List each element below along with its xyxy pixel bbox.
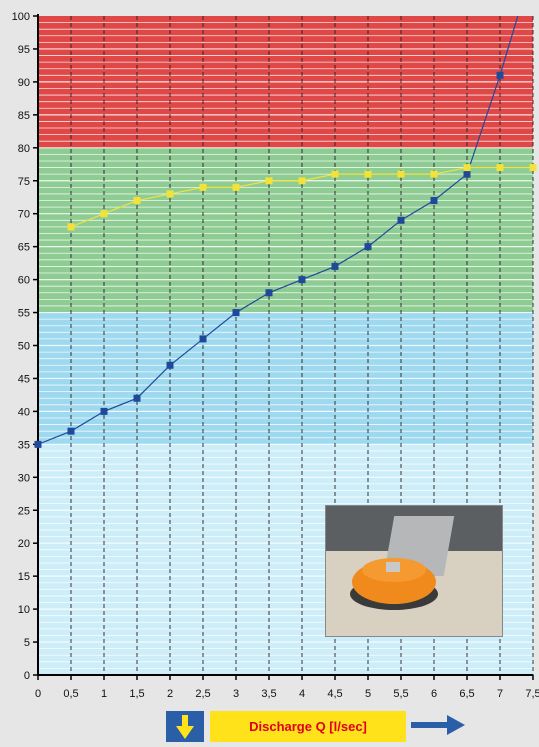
data-point-0 <box>35 441 42 448</box>
data-point-0 <box>101 408 108 415</box>
y-tick-label: 60 <box>18 275 30 287</box>
x-tick-label: 1,5 <box>129 688 144 700</box>
data-point-0 <box>398 217 405 224</box>
data-point-1 <box>431 171 438 178</box>
data-point-1 <box>233 184 240 191</box>
data-point-0 <box>497 72 504 79</box>
x-tick-label: 6,5 <box>459 688 474 700</box>
x-tick-label: 4 <box>299 688 305 700</box>
product-photo <box>325 505 503 637</box>
x-tick-label: 0,5 <box>63 688 78 700</box>
down-arrow-icon <box>166 711 204 742</box>
data-point-1 <box>68 223 75 230</box>
data-point-1 <box>365 171 372 178</box>
y-tick-label: 45 <box>18 373 30 385</box>
x-tick-label: 7 <box>497 688 503 700</box>
data-point-0 <box>200 335 207 342</box>
x-tick-label: 2,5 <box>195 688 210 700</box>
data-point-1 <box>497 164 504 171</box>
data-point-1 <box>332 171 339 178</box>
x-tick-label: 5 <box>365 688 371 700</box>
y-tick-label: 65 <box>18 242 30 254</box>
data-point-0 <box>332 263 339 270</box>
data-point-0 <box>266 289 273 296</box>
x-tick-label: 7,5 <box>525 688 539 700</box>
right-arrow-icon <box>411 713 467 737</box>
data-point-0 <box>299 276 306 283</box>
x-tick-label: 2 <box>167 688 173 700</box>
data-point-0 <box>233 309 240 316</box>
y-tick-label: 40 <box>18 406 30 418</box>
y-tick-label: 55 <box>18 308 30 320</box>
y-tick-label: 0 <box>24 670 30 682</box>
data-point-0 <box>464 171 471 178</box>
data-point-1 <box>101 210 108 217</box>
x-tick-label: 5,5 <box>393 688 408 700</box>
data-point-0 <box>431 197 438 204</box>
y-tick-label: 90 <box>18 77 30 89</box>
y-tick-label: 75 <box>18 176 30 188</box>
y-tick-label: 95 <box>18 44 30 56</box>
x-tick-label: 1 <box>101 688 107 700</box>
y-tick-label: 80 <box>18 143 30 155</box>
x-tick-label: 0 <box>35 688 41 700</box>
y-tick-label: 100 <box>12 11 30 23</box>
data-point-1 <box>398 171 405 178</box>
x-tick-label: 6 <box>431 688 437 700</box>
data-point-0 <box>134 395 141 402</box>
data-point-1 <box>167 190 174 197</box>
data-point-0 <box>68 428 75 435</box>
data-point-1 <box>134 197 141 204</box>
data-point-1 <box>266 177 273 184</box>
y-tick-label: 10 <box>18 604 30 616</box>
data-point-0 <box>167 362 174 369</box>
y-tick-label: 70 <box>18 209 30 221</box>
data-point-1 <box>200 184 207 191</box>
data-point-1 <box>299 177 306 184</box>
y-tick-label: 15 <box>18 571 30 583</box>
data-point-1 <box>530 164 537 171</box>
y-tick-label: 20 <box>18 538 30 550</box>
y-tick-label: 30 <box>18 472 30 484</box>
y-tick-label: 25 <box>18 505 30 517</box>
data-point-1 <box>464 164 471 171</box>
x-tick-label: 4,5 <box>327 688 342 700</box>
y-tick-label: 5 <box>24 637 30 649</box>
x-tick-label: 3,5 <box>261 688 276 700</box>
data-point-0 <box>365 243 372 250</box>
x-axis-label: Discharge Q [l/sec] <box>210 711 406 742</box>
y-tick-label: 50 <box>18 341 30 353</box>
y-tick-label: 35 <box>18 439 30 451</box>
x-tick-label: 3 <box>233 688 239 700</box>
y-tick-label: 85 <box>18 110 30 122</box>
zone-band-2 <box>38 148 533 313</box>
